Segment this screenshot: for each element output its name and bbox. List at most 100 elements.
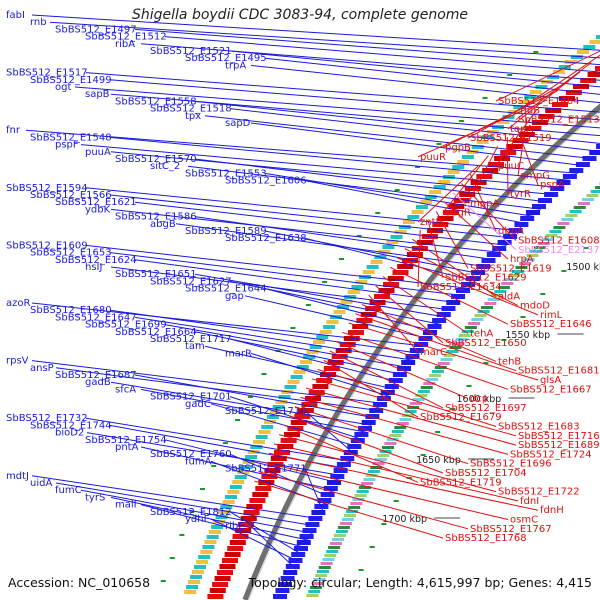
cog-ring-reverse-segment bbox=[407, 215, 420, 219]
reverse-gene-label: marC bbox=[420, 347, 447, 358]
rna-marker bbox=[248, 396, 253, 398]
cds-ring-forward-segment bbox=[273, 594, 287, 599]
cog-ring-forward-segment bbox=[557, 222, 570, 225]
cds-ring-reverse-segment bbox=[406, 252, 423, 257]
cog-ring-reverse-segment bbox=[206, 535, 219, 539]
forward-gene-label: SbBS512_E1680 bbox=[30, 305, 112, 316]
reverse-gene-label: SbBS512_E1629 bbox=[445, 273, 527, 284]
cds-ring-forward-segment bbox=[280, 576, 295, 581]
cds-ring-reverse-segment bbox=[427, 228, 444, 233]
reverse-gene-label: mppA bbox=[470, 198, 499, 209]
cog-ring-reverse-segment bbox=[192, 570, 204, 574]
cds-ring-reverse-segment bbox=[552, 102, 568, 107]
cog-ring-forward-segment bbox=[391, 430, 404, 433]
cds-ring-reverse-segment bbox=[214, 576, 231, 581]
cog-ring-forward-segment bbox=[335, 530, 348, 533]
cds-ring-reverse-segment bbox=[383, 282, 400, 287]
cds-ring-reverse-segment bbox=[252, 492, 269, 497]
forward-gene-label: gadC bbox=[185, 399, 211, 410]
cds-ring-forward-segment bbox=[384, 384, 399, 389]
tick-label: 1500 kbp bbox=[566, 262, 600, 273]
cog-ring-forward-segment bbox=[494, 290, 507, 293]
cog-ring-forward-segment bbox=[464, 326, 477, 329]
reverse-gene-label: osmC bbox=[510, 515, 538, 526]
forward-leader-line bbox=[229, 511, 303, 556]
cds-ring-forward-segment bbox=[514, 222, 529, 227]
cds-ring-reverse-segment bbox=[558, 96, 575, 101]
cds-ring-forward-segment bbox=[350, 438, 365, 443]
cds-ring-reverse-segment bbox=[327, 360, 344, 365]
cog-ring-reverse-segment bbox=[596, 35, 600, 39]
accession-text: Accession: NC_010658 bbox=[8, 575, 151, 590]
cog-ring-reverse-segment bbox=[351, 285, 364, 289]
forward-leader-line bbox=[304, 468, 324, 512]
forward-gene-label: SbBS512_E1699 bbox=[85, 320, 167, 331]
cog-ring-reverse-segment bbox=[250, 445, 263, 449]
cds-ring-reverse-segment bbox=[356, 318, 373, 323]
forward-leader-line bbox=[264, 230, 482, 275]
cds-ring-forward-segment bbox=[299, 534, 314, 539]
cog-ring-reverse-segment bbox=[300, 360, 312, 364]
reverse-leader-line bbox=[348, 322, 539, 381]
cds-ring-forward-segment bbox=[392, 372, 407, 377]
forward-leader-line bbox=[55, 482, 317, 527]
cog-ring-reverse-segment bbox=[194, 565, 206, 569]
cds-ring-reverse-segment bbox=[246, 504, 263, 509]
cds-ring-forward-segment bbox=[358, 426, 372, 431]
cog-ring-reverse-segment bbox=[570, 55, 583, 59]
reverse-leader-line bbox=[435, 211, 469, 269]
cds-ring-forward-segment bbox=[466, 276, 480, 281]
cog-ring-reverse-segment bbox=[411, 210, 424, 214]
cds-ring-reverse-segment bbox=[464, 186, 481, 191]
reverse-gene-label: dcp bbox=[470, 394, 488, 405]
reverse-leader-line bbox=[404, 248, 519, 307]
cds-ring-forward-segment bbox=[302, 528, 317, 533]
rna-marker bbox=[222, 442, 228, 444]
cds-ring-forward-segment bbox=[275, 588, 290, 593]
rna-marker bbox=[369, 546, 375, 548]
cog-ring-reverse-segment bbox=[198, 555, 211, 559]
cds-ring-forward-segment bbox=[423, 330, 437, 335]
rna-marker bbox=[339, 258, 344, 260]
forward-gene-label: SbBS512_E1771 bbox=[225, 464, 307, 475]
cds-ring-forward-segment bbox=[596, 144, 600, 149]
forward-gene-label: rpsV bbox=[6, 356, 29, 367]
cog-ring-forward-segment bbox=[545, 234, 558, 237]
forward-leader-line bbox=[85, 417, 351, 462]
forward-gene-label: SbBS512_E1566 bbox=[30, 190, 112, 201]
cog-ring-forward-segment bbox=[346, 510, 359, 513]
forward-gene-label: SbBS512_E1624 bbox=[55, 255, 137, 266]
forward-leader-line bbox=[85, 187, 521, 232]
cds-ring-forward-segment bbox=[503, 234, 518, 239]
cds-ring-reverse-segment bbox=[227, 546, 244, 551]
reverse-leader-line bbox=[442, 90, 559, 148]
cog-ring-forward-segment bbox=[350, 502, 363, 505]
cds-ring-reverse-segment bbox=[264, 468, 281, 473]
cog-ring-forward-segment bbox=[484, 302, 497, 305]
forward-gene-label: SbBS512_E1548 bbox=[30, 132, 112, 143]
cog-ring-forward-segment bbox=[437, 362, 450, 365]
forward-gene-label: uidA bbox=[30, 478, 52, 489]
cog-ring-reverse-segment bbox=[202, 545, 215, 549]
cog-ring-forward-segment bbox=[324, 554, 337, 557]
reverse-gene-label: SbBS512_E1667 bbox=[510, 384, 592, 395]
forward-leader-line bbox=[80, 489, 313, 534]
cds-ring-reverse-segment bbox=[219, 564, 236, 569]
forward-gene-label: SbBS512_E1586 bbox=[115, 212, 197, 223]
cds-ring-reverse-segment bbox=[294, 414, 311, 419]
cds-ring-forward-segment bbox=[538, 198, 552, 203]
forward-leader-line bbox=[264, 57, 600, 95]
cog-ring-forward-segment bbox=[356, 490, 369, 493]
forward-leader-line bbox=[187, 165, 541, 210]
forward-leader-line bbox=[134, 28, 600, 66]
reverse-gene-label: SbBS512_E1697 bbox=[445, 403, 527, 414]
cds-ring-forward-segment bbox=[330, 474, 345, 479]
reverse-gene-label: SbBS512_E1768 bbox=[445, 533, 527, 544]
reverse-leader-line bbox=[461, 183, 517, 241]
forward-gene-label: tyrS bbox=[85, 492, 105, 503]
cds-ring-reverse-segment bbox=[316, 378, 333, 383]
forward-leader-line bbox=[264, 288, 436, 333]
cog-ring-forward-segment bbox=[426, 378, 439, 381]
cog-ring-forward-segment bbox=[374, 458, 387, 461]
